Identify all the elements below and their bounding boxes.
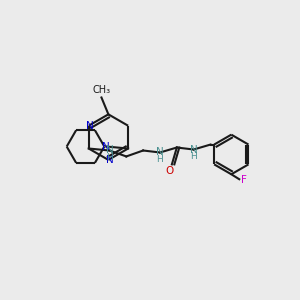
Text: N: N [103,142,110,152]
Text: N: N [106,146,113,155]
Text: H: H [157,155,164,164]
Text: CH₃: CH₃ [92,85,110,94]
Text: N: N [190,145,197,154]
Text: H: H [190,152,197,161]
Text: H: H [106,153,113,162]
Text: N: N [86,121,94,131]
Text: N: N [156,148,164,158]
Text: N: N [106,155,113,165]
Text: F: F [241,175,247,185]
Text: O: O [166,166,174,176]
